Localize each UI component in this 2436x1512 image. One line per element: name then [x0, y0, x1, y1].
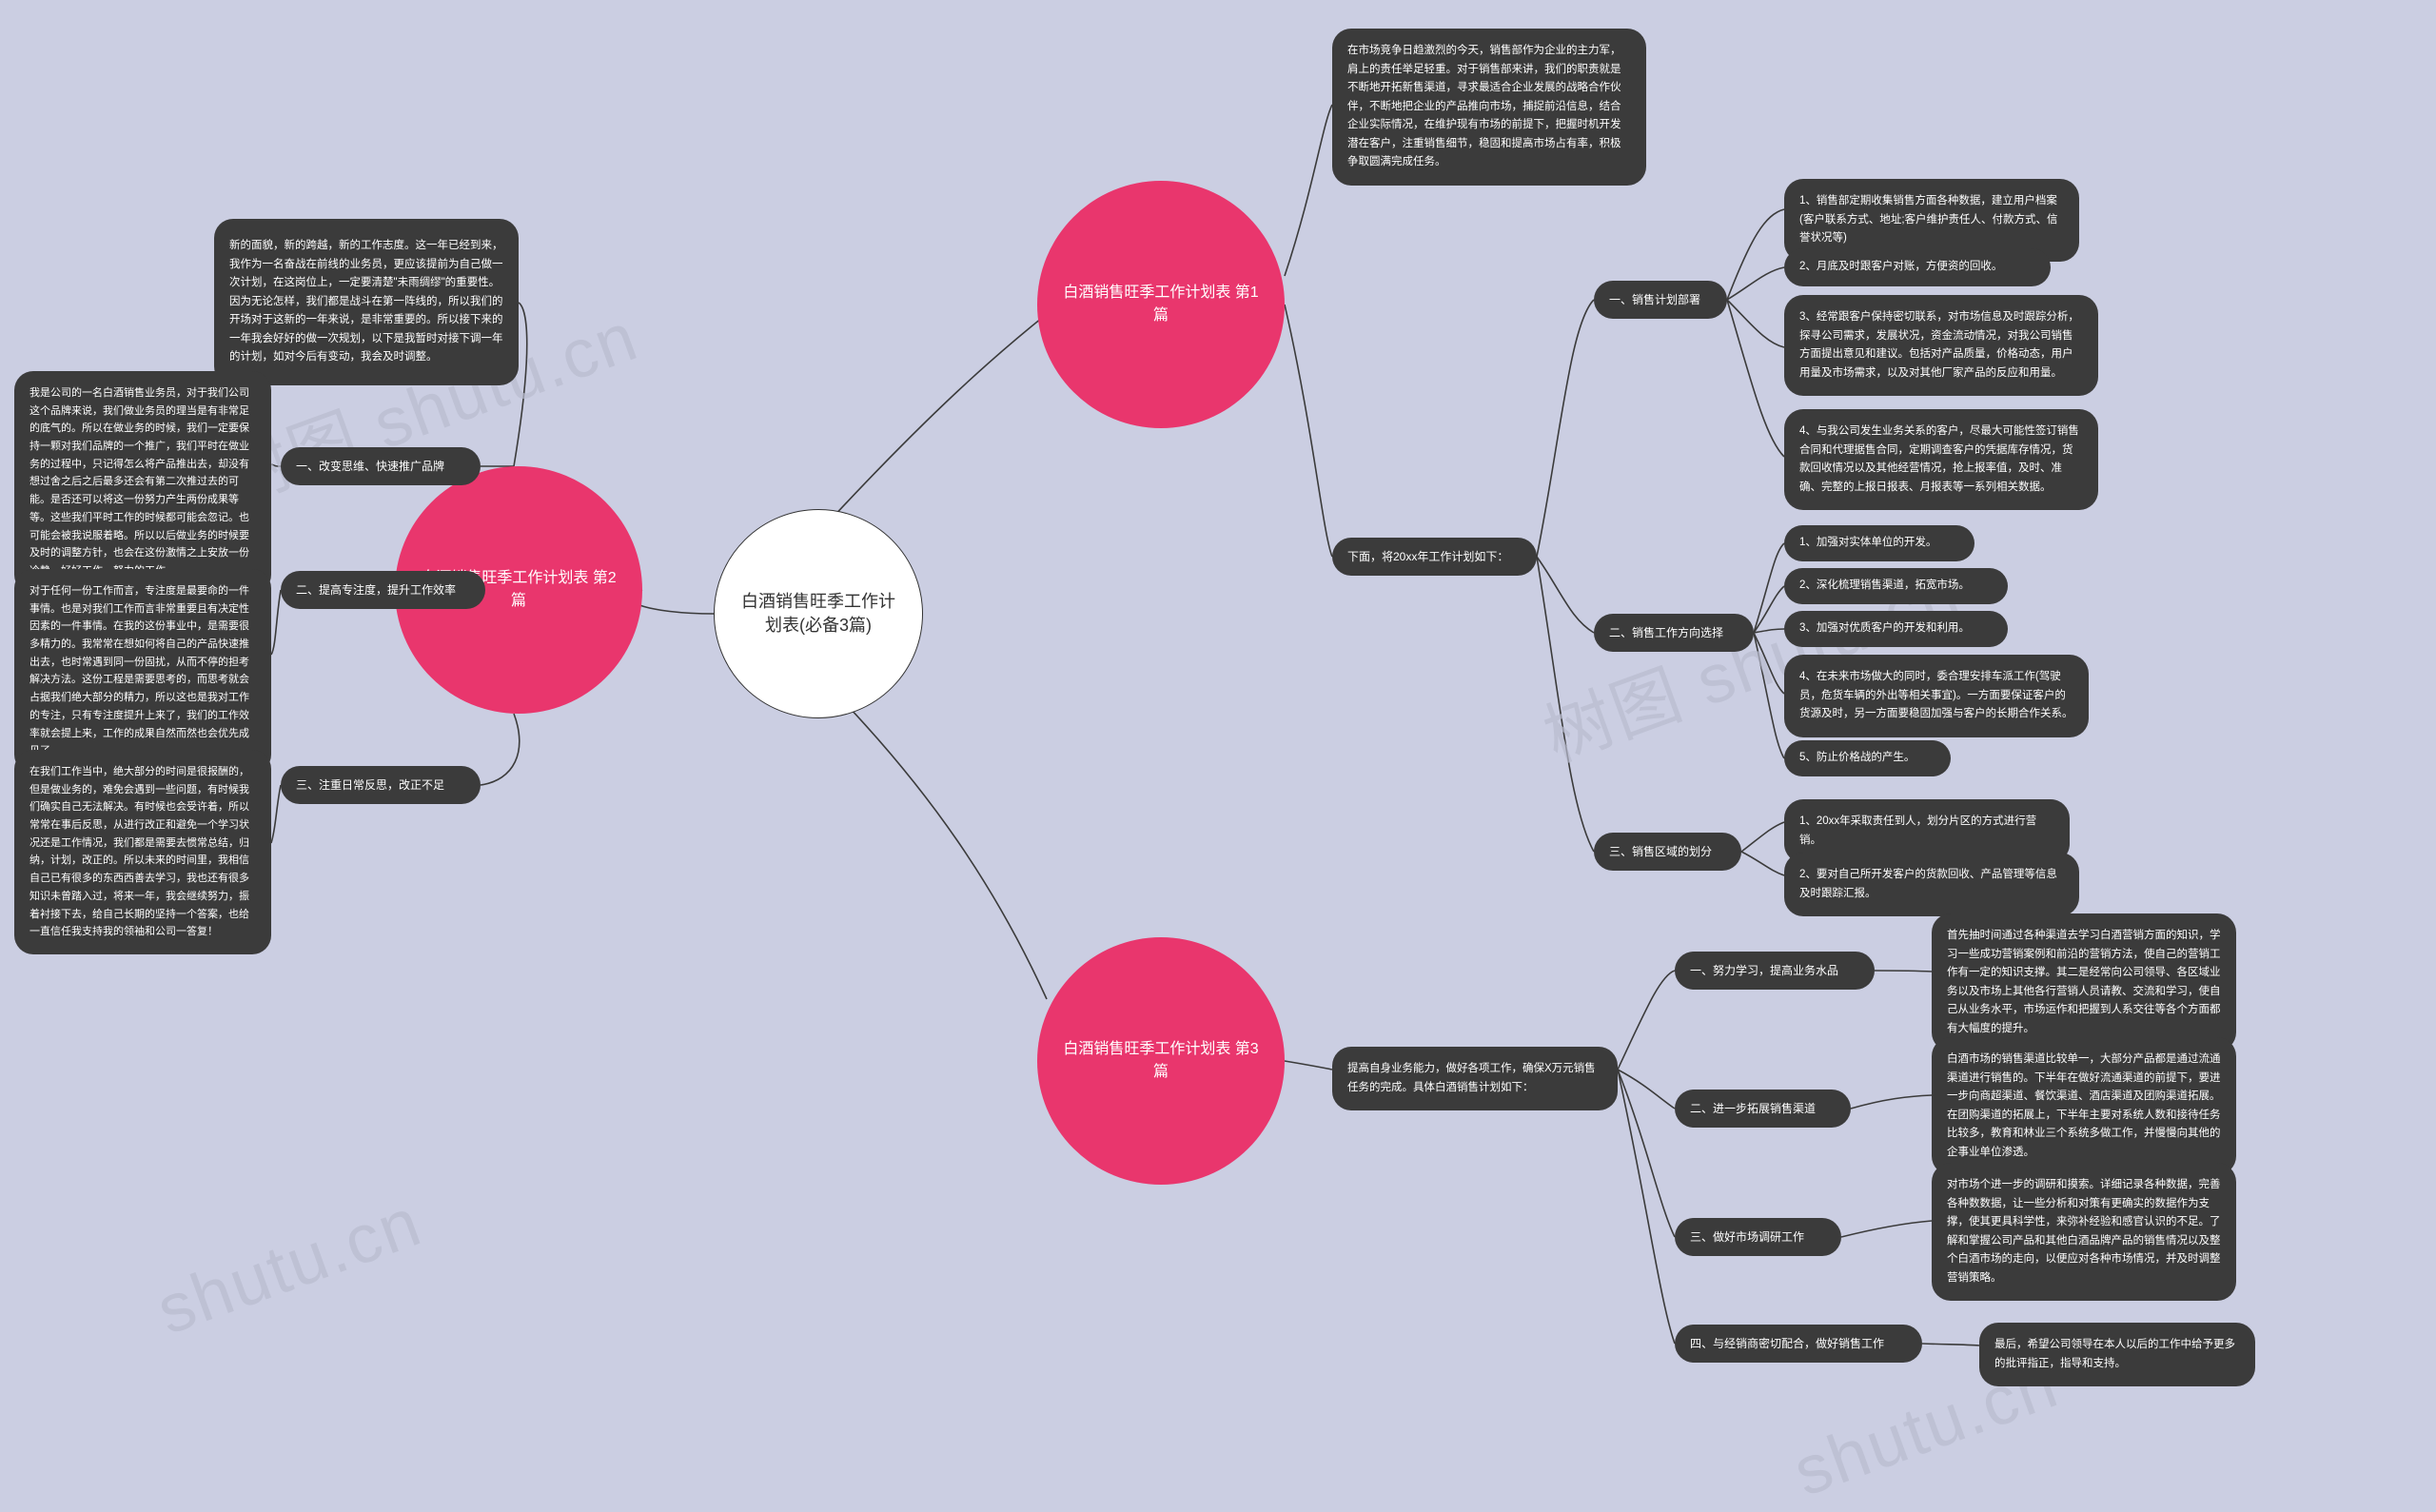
article3-sec2-label[interactable]: 二、进一步拓展销售渠道 — [1675, 1090, 1851, 1128]
article1-sec2-label[interactable]: 二、销售工作方向选择 — [1594, 614, 1754, 652]
article1-sec2-item: 1、加强对实体单位的开发。 — [1784, 525, 1974, 561]
article3-sec3-text: 对市场个进一步的调研和摸索。详细记录各种数据，完善各种数数据，让一些分析和对策有… — [1932, 1163, 2236, 1301]
article1-sec2-item: 2、深化梳理销售渠道，拓宽市场。 — [1784, 568, 2008, 604]
article3-sec3-label[interactable]: 三、做好市场调研工作 — [1675, 1218, 1841, 1256]
watermark: shutu.cn — [147, 1183, 432, 1350]
article2-sec1-label[interactable]: 一、改变思维、快速推广品牌 — [281, 447, 481, 485]
article3-sec1-label[interactable]: 一、努力学习，提高业务水品 — [1675, 952, 1875, 990]
article1-intro-node: 在市场竞争日趋激烈的今天，销售部作为企业的主力军，肩上的责任举足轻重。对于销售部… — [1332, 29, 1646, 186]
article1-sec2-item: 3、加强对优质客户的开发和利用。 — [1784, 611, 2008, 647]
article1-sec1-item: 2、月底及时跟客户对账，方便资的回收。 — [1784, 248, 2051, 286]
article1-sec1-label[interactable]: 一、销售计划部署 — [1594, 281, 1727, 319]
article1-sec1-item: 3、经常跟客户保持密切联系，对市场信息及时跟踪分析，探寻公司需求，发展状况，资金… — [1784, 295, 2098, 396]
article2-sec2-text: 对于任何一份工作而言，专注度是最要命的一件事情。也是对我们工作而言非常重要且有决… — [14, 569, 271, 774]
article3-sec1-text: 首先抽时间通过各种渠道去学习白酒营销方面的知识，学习一些成功营销案例和前沿的营销… — [1932, 913, 2236, 1051]
article1-sec2-item: 5、防止价格战的产生。 — [1784, 740, 1951, 776]
mindmap-center-node[interactable]: 白酒销售旺季工作计划表(必备3篇) — [714, 509, 923, 718]
article1-sec1-item: 4、与我公司发生业务关系的客户，尽最大可能性签订销售合同和代理据售合同，定期调查… — [1784, 409, 2098, 510]
article3-sec2-text: 白酒市场的销售渠道比较单一，大部分产品都是通过流通渠道进行销售的。下半年在做好流… — [1932, 1037, 2236, 1175]
article2-sec3-text: 在我们工作当中，绝大部分的时间是很报酬的，但是做业务的，难免会遇到一些问题，有时… — [14, 750, 271, 954]
article1-title-node[interactable]: 白酒销售旺季工作计划表 第1篇 — [1037, 181, 1285, 428]
article1-sec2-item: 4、在未来市场做大的同时，委合理安排车派工作(驾驶员，危货车辆的外出等相关事宜)… — [1784, 655, 2089, 737]
article2-sec1-text: 我是公司的一名白酒销售业务员，对于我们公司这个品牌来说，我们做业务员的理当是有非… — [14, 371, 271, 594]
article2-sec3-label[interactable]: 三、注重日常反思，改正不足 — [281, 766, 481, 804]
article3-sec4-text: 最后，希望公司领导在本人以后的工作中给予更多的批评指正，指导和支持。 — [1979, 1323, 2255, 1386]
article2-intro-node: 新的面貌，新的跨越，新的工作志度。这一年已经到来，我作为一名奋战在前线的业务员，… — [214, 219, 519, 385]
article1-sec3-label[interactable]: 三、销售区域的划分 — [1594, 833, 1741, 871]
article3-intro-node: 提高自身业务能力，做好各项工作，确保X万元销售任务的完成。具体白酒销售计划如下： — [1332, 1047, 1618, 1110]
article2-sec2-label[interactable]: 二、提高专注度，提升工作效率 — [281, 571, 485, 609]
article3-title-node[interactable]: 白酒销售旺季工作计划表 第3篇 — [1037, 937, 1285, 1185]
article3-sec4-label[interactable]: 四、与经销商密切配合，做好销售工作 — [1675, 1325, 1922, 1363]
article1-plan-label-node: 下面，将20xx年工作计划如下： — [1332, 538, 1537, 576]
article1-sec3-item: 2、要对自己所开发客户的货款回收、产品管理等信息及时跟踪汇报。 — [1784, 853, 2079, 916]
